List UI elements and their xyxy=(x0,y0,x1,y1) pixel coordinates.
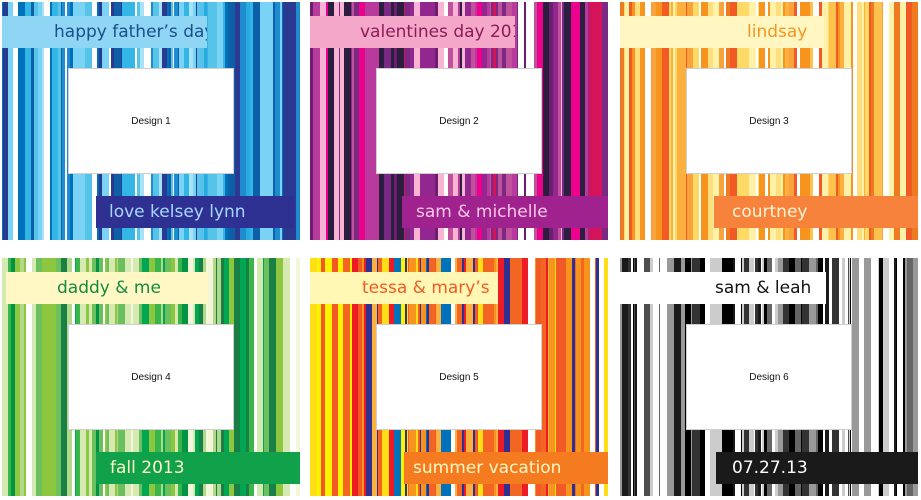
bottom-label: summer vacation xyxy=(404,452,608,484)
card-design-4[interactable]: daddy & me Design 4 fall 2013 xyxy=(2,258,300,496)
bottom-label: sam & michelle xyxy=(402,196,608,228)
design-label: Design 1 xyxy=(131,115,171,127)
top-label: happy father’s day xyxy=(2,16,207,48)
design-label: Design 4 xyxy=(131,371,171,383)
photo-placeholder[interactable]: Design 6 xyxy=(686,324,852,430)
top-label: valentines day 2013 xyxy=(310,16,515,48)
photo-placeholder[interactable]: Design 1 xyxy=(68,68,234,174)
bottom-label: fall 2013 xyxy=(96,452,300,484)
photo-placeholder[interactable]: Design 3 xyxy=(686,68,852,174)
photo-placeholder[interactable]: Design 5 xyxy=(376,324,542,430)
top-label: daddy & me xyxy=(6,272,208,304)
design-label: Design 3 xyxy=(749,115,789,127)
card-design-5[interactable]: tessa & mary’s Design 5 summer vacation xyxy=(310,258,608,496)
design-label: Design 5 xyxy=(439,371,479,383)
photo-placeholder[interactable]: Design 4 xyxy=(68,324,234,430)
card-design-2[interactable]: valentines day 2013 Design 2 sam & miche… xyxy=(310,2,608,240)
photo-placeholder[interactable]: Design 2 xyxy=(376,68,542,174)
design-label: Design 6 xyxy=(749,371,789,383)
top-label: tessa & mary’s xyxy=(310,272,498,304)
design-label: Design 2 xyxy=(439,115,479,127)
bottom-label: love kelsey lynn xyxy=(96,196,294,228)
bottom-label: 07.27.13 xyxy=(716,452,918,484)
top-label: lindsay xyxy=(620,16,824,48)
card-design-6[interactable]: sam & leah Design 6 07.27.13 xyxy=(620,258,918,496)
card-design-3[interactable]: lindsay Design 3 courtney xyxy=(620,2,918,240)
top-label: sam & leah xyxy=(620,272,826,304)
bottom-label: courtney xyxy=(714,196,918,228)
card-design-1[interactable]: happy father’s day Design 1 love kelsey … xyxy=(2,2,300,240)
